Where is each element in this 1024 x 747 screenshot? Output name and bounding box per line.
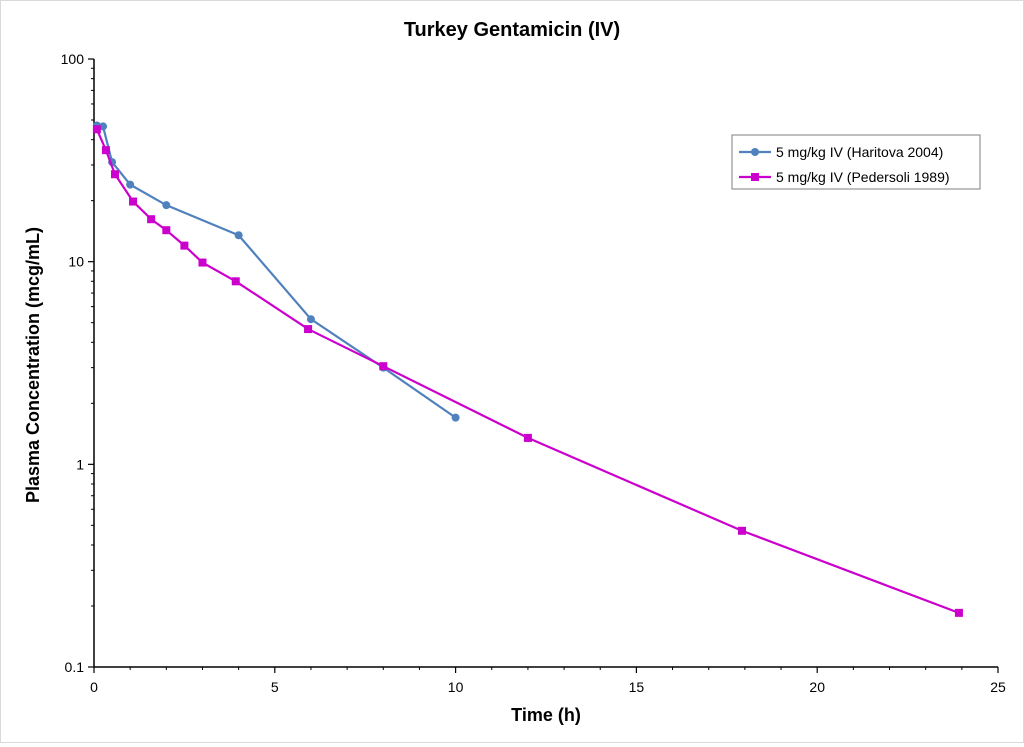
data-point (101, 146, 110, 155)
series-2 (92, 125, 963, 617)
y-axis-title: Plasma Concentration (mcg/mL) (23, 227, 43, 503)
x-tick-label: 20 (809, 679, 825, 695)
x-tick-label: 0 (90, 679, 98, 695)
data-point (162, 201, 171, 210)
x-tick-label: 25 (990, 679, 1006, 695)
chart-title: Turkey Gentamicin (IV) (404, 19, 620, 41)
data-point (737, 526, 746, 535)
y-tick-label: 0.1 (65, 659, 85, 675)
data-point (523, 433, 532, 442)
data-point (234, 231, 243, 240)
y-tick-label: 10 (68, 254, 84, 270)
x-tick-label: 5 (271, 679, 279, 695)
y-tick-label: 100 (61, 51, 85, 67)
data-point (99, 122, 108, 131)
series-layer (92, 121, 963, 617)
legend: 5 mg/kg IV (Haritova 2004) 5 mg/kg IV (Pe… (731, 134, 981, 190)
legend-label: 5 mg/kg IV (Pedersoli 1989) (776, 169, 950, 185)
data-point (126, 180, 135, 189)
legend-label: 5 mg/kg IV (Haritova 2004) (776, 144, 943, 160)
legend-item-2: 5 mg/kg IV (Pedersoli 1989) (739, 169, 950, 185)
data-point (306, 315, 315, 324)
data-point (180, 241, 189, 250)
data-point (129, 197, 138, 206)
data-point (92, 125, 101, 134)
data-point (147, 215, 156, 224)
legend-marker (751, 148, 759, 156)
x-tick-label: 15 (629, 679, 645, 695)
data-point (198, 258, 207, 267)
axes: 0.1 1 10 100 0 5 10 15 20 25 (61, 51, 1006, 695)
data-point (379, 362, 388, 371)
legend-marker (751, 173, 759, 181)
data-point (231, 277, 240, 286)
legend-item-1: 5 mg/kg IV (Haritova 2004) (739, 144, 943, 160)
data-point (304, 325, 313, 334)
legend-box (731, 134, 981, 190)
data-point (110, 170, 119, 179)
series-1 (92, 121, 460, 422)
y-tick-label: 1 (76, 456, 84, 472)
data-point (451, 413, 460, 422)
data-point (162, 226, 171, 235)
data-point (954, 608, 963, 617)
series-line (95, 128, 960, 614)
x-axis-title: Time (h) (511, 705, 581, 725)
series-line (96, 124, 457, 419)
x-tick-label: 10 (448, 679, 464, 695)
